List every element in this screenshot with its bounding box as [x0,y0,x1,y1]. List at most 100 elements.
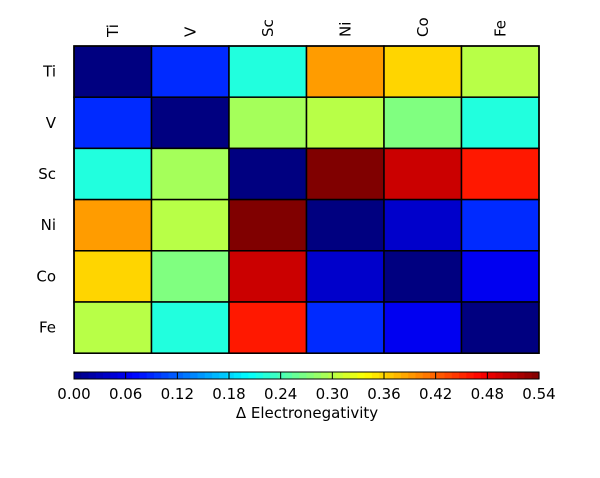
colorbar-tick-label: 0.06 [109,385,142,403]
colorbar-segment [291,372,300,379]
colorbar-segment [153,372,162,379]
x-tick-labels: Ti V Sc Ni Co Fe [104,17,510,38]
heatmap-cell-Fe-V [150,301,230,354]
y-tick-label: Sc [38,165,56,183]
colorbar-segment [342,372,351,379]
heatmap-cell-V-Ti [73,96,153,150]
heatmap-cell-Co-Ni [305,250,385,303]
colorbar-segment [241,372,249,379]
colorbar-segment [335,372,344,379]
colorbar-segment [524,372,533,379]
colorbar-segment [110,372,119,379]
heatmap-cell-Ni-Sc [228,198,308,252]
colorbar-tick-label: 0.12 [161,385,194,403]
colorbar-tick-label: 0.18 [212,385,245,403]
heatmap-cell-Sc-Sc [228,147,308,201]
heatmap-cell-Sc-Ni [305,147,385,201]
colorbar-segment [321,372,329,379]
colorbar-segment [480,372,489,379]
x-tick-label: Ni [336,22,354,37]
colorbar-segment [495,372,504,379]
colorbar-segment [124,372,133,379]
colorbar-segment [400,372,409,379]
heatmap-cell-Sc-Ti [73,147,153,201]
colorbar-segment [182,372,191,379]
colorbar-segment [262,372,271,379]
colorbar-label: Δ Electronegativity [236,404,378,422]
heatmap-cells [73,45,540,354]
heatmap-cell-V-V [150,96,230,150]
heatmap-cell-Co-Fe [460,250,540,303]
colorbar-segment [226,372,235,379]
colorbar-segment [299,372,308,379]
heatmap-cell-Fe-Sc [228,301,308,354]
colorbar-segment [459,372,467,379]
x-tick-label: Fe [491,20,509,37]
colorbar-segment [517,372,526,379]
heatmap-cell-Ni-V [150,198,230,252]
colorbar-segment [350,372,358,379]
colorbar-segment [146,372,155,379]
colorbar-segment [422,372,431,379]
plot-frame [73,45,540,354]
colorbar-segment [81,372,90,379]
x-tick-label: V [181,26,199,37]
colorbar-segment [270,372,279,379]
colorbar-segment [168,372,177,379]
y-tick-labels: Ti V Sc Ni Co Fe [36,63,56,337]
colorbar-segment [502,372,511,379]
x-tick-label: Sc [259,19,277,37]
heatmap-cell-Ni-Ni [305,198,385,252]
colorbar-segment [408,372,417,379]
heatmap-cell-Co-Sc [228,250,308,303]
heatmap-cell-Ni-Ti [73,198,153,252]
colorbar-segment [233,372,242,379]
colorbar-segment [117,372,126,379]
colorbar-segment [371,372,380,379]
heatmap-cell-Sc-Co [383,147,463,201]
heatmap-cell-Fe-Co [383,301,463,354]
heatmap-cell-Sc-Fe [460,147,540,201]
y-tick-label: Co [36,267,56,285]
colorbar-tick-label: 0.24 [264,385,297,403]
colorbar-tick-label: 0.00 [57,385,90,403]
colorbar-segment [255,372,264,379]
heatmap-cell-Co-Ti [73,250,153,303]
x-tick-label: Ti [104,24,122,38]
heatmap-cell-Ti-Ti [73,45,153,98]
heatmap-cell-V-Ni [305,96,385,150]
heatmap-cell-Co-V [150,250,230,303]
heatmap-cell-V-Fe [460,96,540,150]
colorbar-segment [451,372,460,379]
heatmap-cell-Fe-Fe [460,301,540,354]
y-tick-label: Ti [42,63,56,81]
heatmap-cell-Ti-Sc [228,45,308,98]
heatmap-cell-V-Sc [228,96,308,150]
colorbar-segment [190,372,199,379]
colorbar-tick-label: 0.54 [522,385,555,403]
heatmap-cell-Ti-Ni [305,45,385,98]
colorbar [73,371,540,380]
colorbar-segment [212,372,220,379]
colorbar-segment [430,372,438,379]
colorbar-segment [364,372,373,379]
y-tick-label: V [46,114,57,132]
colorbar-tick-label: 0.30 [316,385,349,403]
colorbar-segment [204,372,213,379]
colorbar-segment [444,372,453,379]
colorbar-segment [488,372,497,379]
y-tick-label: Fe [39,319,56,337]
colorbar-segment [393,372,402,379]
y-tick-label: Ni [41,216,56,234]
colorbar-segment [103,372,111,379]
colorbar-segment [219,372,228,379]
colorbar-segment [313,372,322,379]
heatmap-cell-Fe-Ti [73,301,153,354]
colorbar-segment [88,372,97,379]
colorbar-tick-label: 0.42 [419,385,452,403]
colorbar-segment [379,372,388,379]
colorbar-segment [437,372,446,379]
colorbar-tick-labels: 0.00 0.06 0.12 0.18 0.24 0.30 0.36 0.42 0.48 0.54 [57,372,556,403]
heatmap-cell-Ti-V [150,45,230,98]
heatmap-cell-Sc-V [150,147,230,201]
